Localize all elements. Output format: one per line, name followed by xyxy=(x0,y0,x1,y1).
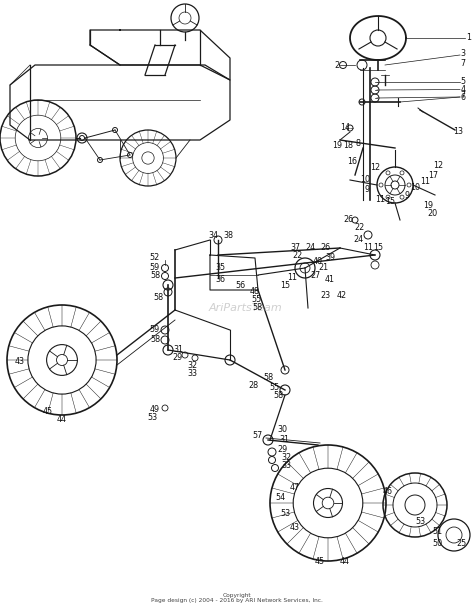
Text: AriPartsTeam: AriPartsTeam xyxy=(208,303,282,313)
Text: 6: 6 xyxy=(461,93,465,103)
Text: 33: 33 xyxy=(281,462,291,470)
Text: 25: 25 xyxy=(457,538,467,548)
Text: 11: 11 xyxy=(420,177,430,187)
Text: 8: 8 xyxy=(356,139,361,147)
Text: 47: 47 xyxy=(290,483,300,492)
Text: 54: 54 xyxy=(275,494,285,502)
Text: 2: 2 xyxy=(335,61,339,69)
Text: 59: 59 xyxy=(150,263,160,273)
Text: 20: 20 xyxy=(427,209,437,219)
Text: 11: 11 xyxy=(363,244,373,252)
Text: 26: 26 xyxy=(343,216,353,225)
Text: 11: 11 xyxy=(287,273,297,282)
Text: 37: 37 xyxy=(290,244,300,252)
Text: 10: 10 xyxy=(410,184,420,193)
Text: 41: 41 xyxy=(325,276,335,284)
Text: 45: 45 xyxy=(315,558,325,567)
Text: 29: 29 xyxy=(278,445,288,454)
Text: 31: 31 xyxy=(279,435,289,445)
Text: 3: 3 xyxy=(461,49,465,58)
Text: 53: 53 xyxy=(415,518,425,526)
Text: 22: 22 xyxy=(355,223,365,233)
Text: 9: 9 xyxy=(365,185,370,195)
Text: 46: 46 xyxy=(383,488,393,497)
Text: 40: 40 xyxy=(313,257,323,266)
Text: 50: 50 xyxy=(432,538,442,548)
Text: 7: 7 xyxy=(460,58,465,68)
Text: 55: 55 xyxy=(270,384,280,392)
Text: 12: 12 xyxy=(370,163,380,173)
Text: 52: 52 xyxy=(150,254,160,263)
Text: 27: 27 xyxy=(311,271,321,279)
Text: 43: 43 xyxy=(15,357,25,367)
Text: 49: 49 xyxy=(150,405,160,414)
Text: 18: 18 xyxy=(343,141,353,149)
Text: 58: 58 xyxy=(153,293,163,303)
Text: 23: 23 xyxy=(320,290,330,300)
Text: 44: 44 xyxy=(57,416,67,424)
Text: 9: 9 xyxy=(404,190,410,200)
Text: 22: 22 xyxy=(293,251,303,260)
Text: 14: 14 xyxy=(340,123,350,133)
Text: 58: 58 xyxy=(252,303,262,313)
Text: 53: 53 xyxy=(147,413,157,422)
Text: 30: 30 xyxy=(277,426,287,435)
Text: 48: 48 xyxy=(250,287,260,297)
Text: 10: 10 xyxy=(360,176,370,184)
Text: 56: 56 xyxy=(235,281,245,289)
Text: 42: 42 xyxy=(337,292,347,300)
Text: 15: 15 xyxy=(385,198,395,206)
Text: 43: 43 xyxy=(290,524,300,532)
Text: 4: 4 xyxy=(461,85,465,95)
Text: 53: 53 xyxy=(280,508,290,518)
Text: 36: 36 xyxy=(215,276,225,284)
Text: 24: 24 xyxy=(305,244,315,252)
Text: 29: 29 xyxy=(173,354,183,362)
Text: 58: 58 xyxy=(150,335,160,344)
Text: 13: 13 xyxy=(453,128,463,136)
Text: 19: 19 xyxy=(423,201,433,209)
Text: 44: 44 xyxy=(340,558,350,567)
Text: 59: 59 xyxy=(150,325,160,335)
Text: 34: 34 xyxy=(208,231,218,241)
Text: 11: 11 xyxy=(375,195,385,204)
Text: 31: 31 xyxy=(173,346,183,354)
Text: 21: 21 xyxy=(318,263,328,273)
Text: 7: 7 xyxy=(460,90,465,99)
Text: 39: 39 xyxy=(325,254,335,263)
Text: 58: 58 xyxy=(273,391,283,400)
Text: 35: 35 xyxy=(215,263,225,273)
Text: 16: 16 xyxy=(347,158,357,166)
Text: 58: 58 xyxy=(263,373,273,383)
Text: 51: 51 xyxy=(432,527,442,537)
Text: 55: 55 xyxy=(252,295,262,305)
Text: 17: 17 xyxy=(428,171,438,179)
Text: 5: 5 xyxy=(460,77,465,87)
Text: 57: 57 xyxy=(253,430,263,440)
Text: 12: 12 xyxy=(433,160,443,169)
Text: 24: 24 xyxy=(353,236,363,244)
Text: 19: 19 xyxy=(332,141,342,149)
Text: 15: 15 xyxy=(280,281,290,290)
Text: 45: 45 xyxy=(43,408,53,416)
Text: 15: 15 xyxy=(373,244,383,252)
Text: 38: 38 xyxy=(223,231,233,241)
Text: 1: 1 xyxy=(466,34,472,42)
Text: Copyright
Page design (c) 2004 - 2016 by ARI Network Services, Inc.: Copyright Page design (c) 2004 - 2016 by… xyxy=(151,593,323,604)
Text: 58: 58 xyxy=(150,271,160,281)
Text: 33: 33 xyxy=(187,368,197,378)
Text: 28: 28 xyxy=(248,381,258,389)
Text: 32: 32 xyxy=(281,454,291,462)
Text: 26: 26 xyxy=(320,244,330,252)
Text: 32: 32 xyxy=(187,360,197,370)
